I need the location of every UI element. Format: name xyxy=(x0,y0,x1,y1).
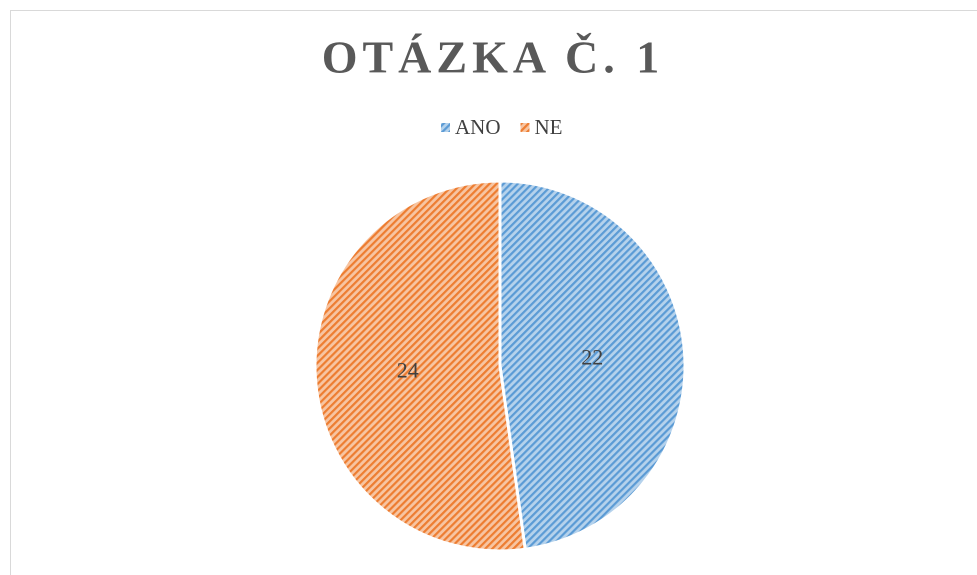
data-label: 24 xyxy=(397,357,419,382)
legend-swatch xyxy=(441,123,450,132)
legend-label: ANO xyxy=(455,115,501,139)
legend-label: NE xyxy=(535,115,563,139)
pie-slice xyxy=(313,179,527,553)
legend-swatch xyxy=(520,123,530,132)
data-label: 22 xyxy=(581,345,603,370)
pie-slice xyxy=(498,179,687,551)
chart-title: OTÁZKA Č. 1 xyxy=(322,32,665,83)
